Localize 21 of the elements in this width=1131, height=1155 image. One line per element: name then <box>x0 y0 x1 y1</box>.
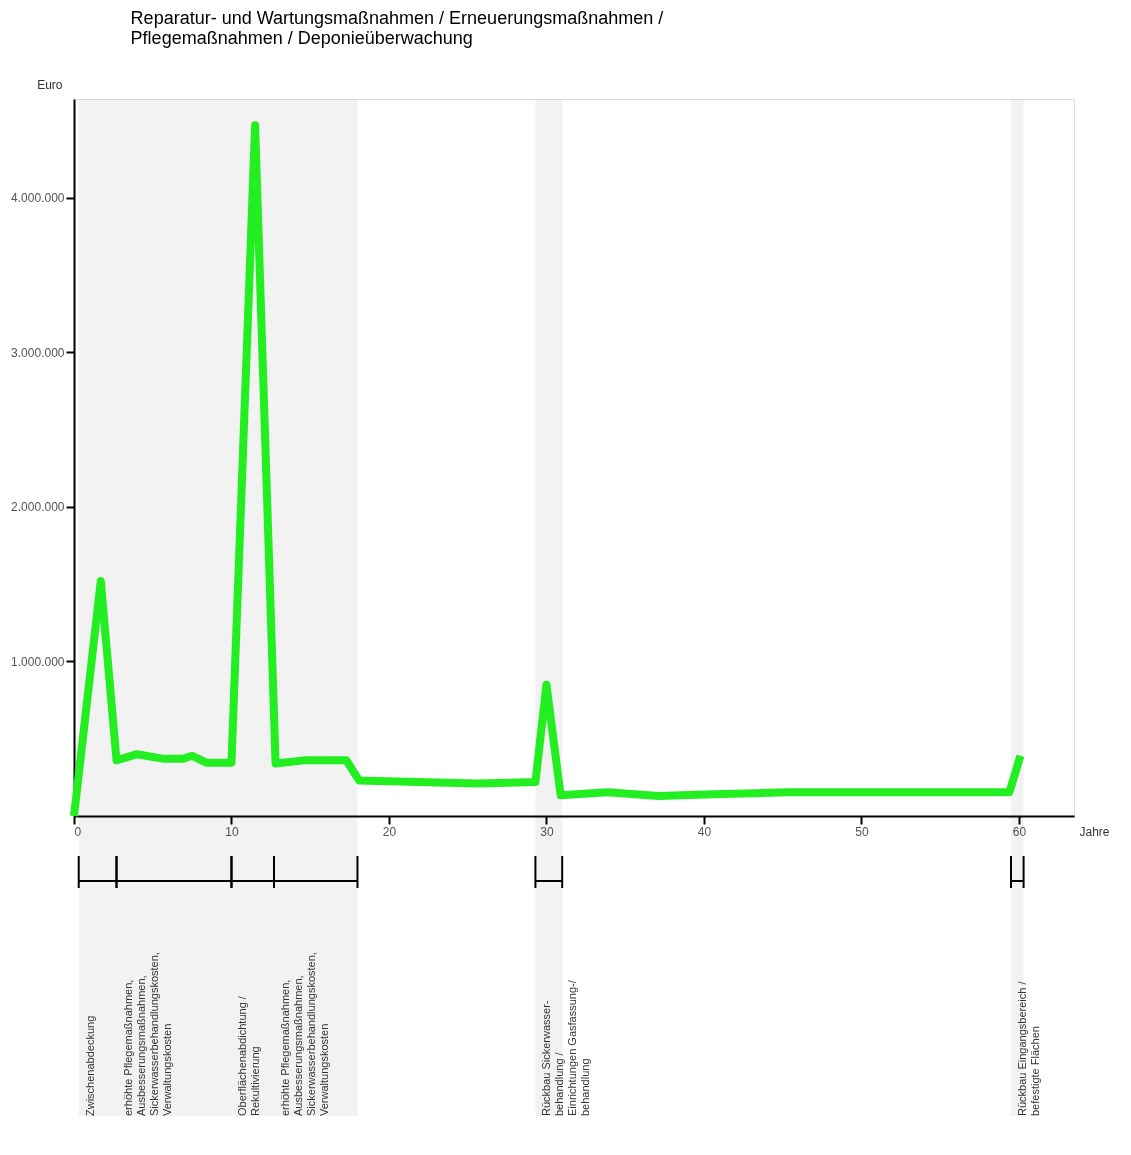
y-tick-label: 1.000.000 <box>11 654 65 669</box>
band-label: Zwischenabdeckung <box>83 1015 96 1116</box>
text: Reparatur- und Wartungsmaßnahmen / Erneuerungsmaßnahmen / <box>130 8 664 28</box>
x-axis-title: Jahre <box>1079 824 1110 839</box>
band-label: erhöhte Pflegemaßnahmen, Ausbesserungsmaßnahmen, Sickerwasserbehandlungskosten, Verwaltungskosten <box>279 952 330 1116</box>
y-tick-label: 4.000.000 <box>11 191 65 206</box>
x-tick-label: 50 <box>855 824 869 839</box>
x-tick-label: 10 <box>225 824 239 839</box>
band-label: Oberflächenabdichtung / Rekultivierung <box>236 995 262 1116</box>
y-axis-title: Euro <box>37 77 63 92</box>
y-tick-label: 3.000.000 <box>11 345 65 360</box>
x-tick-label: 40 <box>697 824 712 839</box>
x-tick-label: 0 <box>74 824 82 839</box>
y-tick-label: 2.000.000 <box>11 500 65 515</box>
band-label: Rückbau Sickerwasser- behandlung / Einrichtungen Gasfassung-/ behandlung <box>540 979 592 1116</box>
x-tick-label: 30 <box>540 824 554 839</box>
text: Pflegemaßnahmen / Deponieüberwachung <box>130 28 473 48</box>
band-label: erhöhte Pflegemaßnahmen, Ausbesserungsmaßnahmen, Sickerwasserbehandlungskosten, Verwaltungskosten <box>121 952 173 1116</box>
x-tick-label: 60 <box>1012 824 1027 839</box>
band-label: Rückbau Eingangsbereich / befestigte Flächen <box>1016 980 1042 1116</box>
x-tick-label: 20 <box>382 824 397 839</box>
